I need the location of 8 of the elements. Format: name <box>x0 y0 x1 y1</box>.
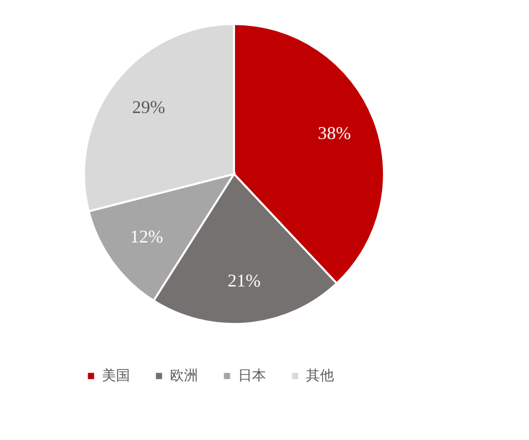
data-label: 21% <box>228 270 261 291</box>
data-label: 38% <box>318 123 351 144</box>
legend-label: 欧洲 <box>170 368 198 384</box>
legend-label: 美国 <box>102 368 130 384</box>
legend-label: 其他 <box>306 368 334 384</box>
legend-label: 日本 <box>238 368 266 384</box>
data-label: 12% <box>130 226 164 246</box>
data-label: 29% <box>132 96 166 117</box>
